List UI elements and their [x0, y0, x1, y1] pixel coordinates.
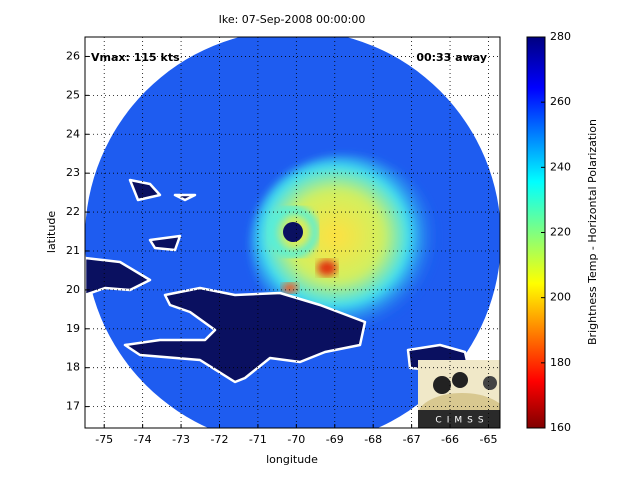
colorbar-tick-label: 240: [550, 160, 571, 173]
y-tick-label: 18: [66, 361, 80, 374]
y-tick-label: 17: [66, 400, 80, 413]
eyewall: [267, 206, 319, 258]
x-tick-label: -73: [172, 433, 190, 446]
colorbar-tick-label: 220: [550, 226, 571, 239]
colorbar-tick-label: 180: [550, 356, 571, 369]
y-tick-label: 21: [66, 244, 80, 257]
y-tick-label: 19: [66, 322, 80, 335]
island: [128, 178, 162, 202]
x-tick-label: -70: [287, 433, 305, 446]
x-tick-label: -66: [441, 433, 459, 446]
x-tick-label: -75: [95, 433, 113, 446]
x-tick-label: -71: [249, 433, 267, 446]
island: [173, 193, 197, 202]
y-tick-label: 22: [66, 205, 80, 218]
hispaniola: [123, 286, 367, 384]
annotation: 00:33 away: [416, 51, 487, 64]
colorbar-label: Brightness Temp - Horizontal Polarizatio…: [586, 119, 599, 345]
axes-frame: [84, 36, 501, 429]
colorbar-tick-label: 200: [550, 291, 571, 304]
y-tick-label: 20: [66, 283, 80, 296]
colorbar-tick-label: 160: [550, 421, 571, 434]
imagery: CIMSS: [85, 37, 500, 428]
logo-text: CIMSS: [435, 416, 488, 426]
x-axis-label: longitude: [266, 453, 318, 466]
x-tick-label: -69: [326, 433, 344, 446]
colorbar-tick-label: 260: [550, 95, 571, 108]
y-tick-label: 26: [66, 49, 80, 62]
y-tick-label: 25: [66, 88, 80, 101]
y-axis-label: latitude: [45, 211, 58, 253]
y-tick-label: 23: [66, 166, 80, 179]
cold-spot: [282, 283, 298, 293]
annotation: Vmax: 115 kts: [91, 51, 180, 64]
cimss-logo: CIMSS: [418, 360, 500, 428]
eye: [283, 222, 303, 242]
x-tick-label: -65: [479, 433, 497, 446]
chart-title: Ike: 07-Sep-2008 00:00:00: [219, 13, 366, 26]
y-tick-label: 24: [66, 127, 80, 140]
x-tick-label: -68: [364, 433, 382, 446]
x-tick-label: -67: [403, 433, 421, 446]
x-tick-label: -74: [134, 433, 152, 446]
colorbar-tick-label: 280: [550, 30, 571, 43]
x-tick-label: -72: [211, 433, 229, 446]
cold-spot: [317, 260, 337, 276]
island: [148, 234, 182, 252]
